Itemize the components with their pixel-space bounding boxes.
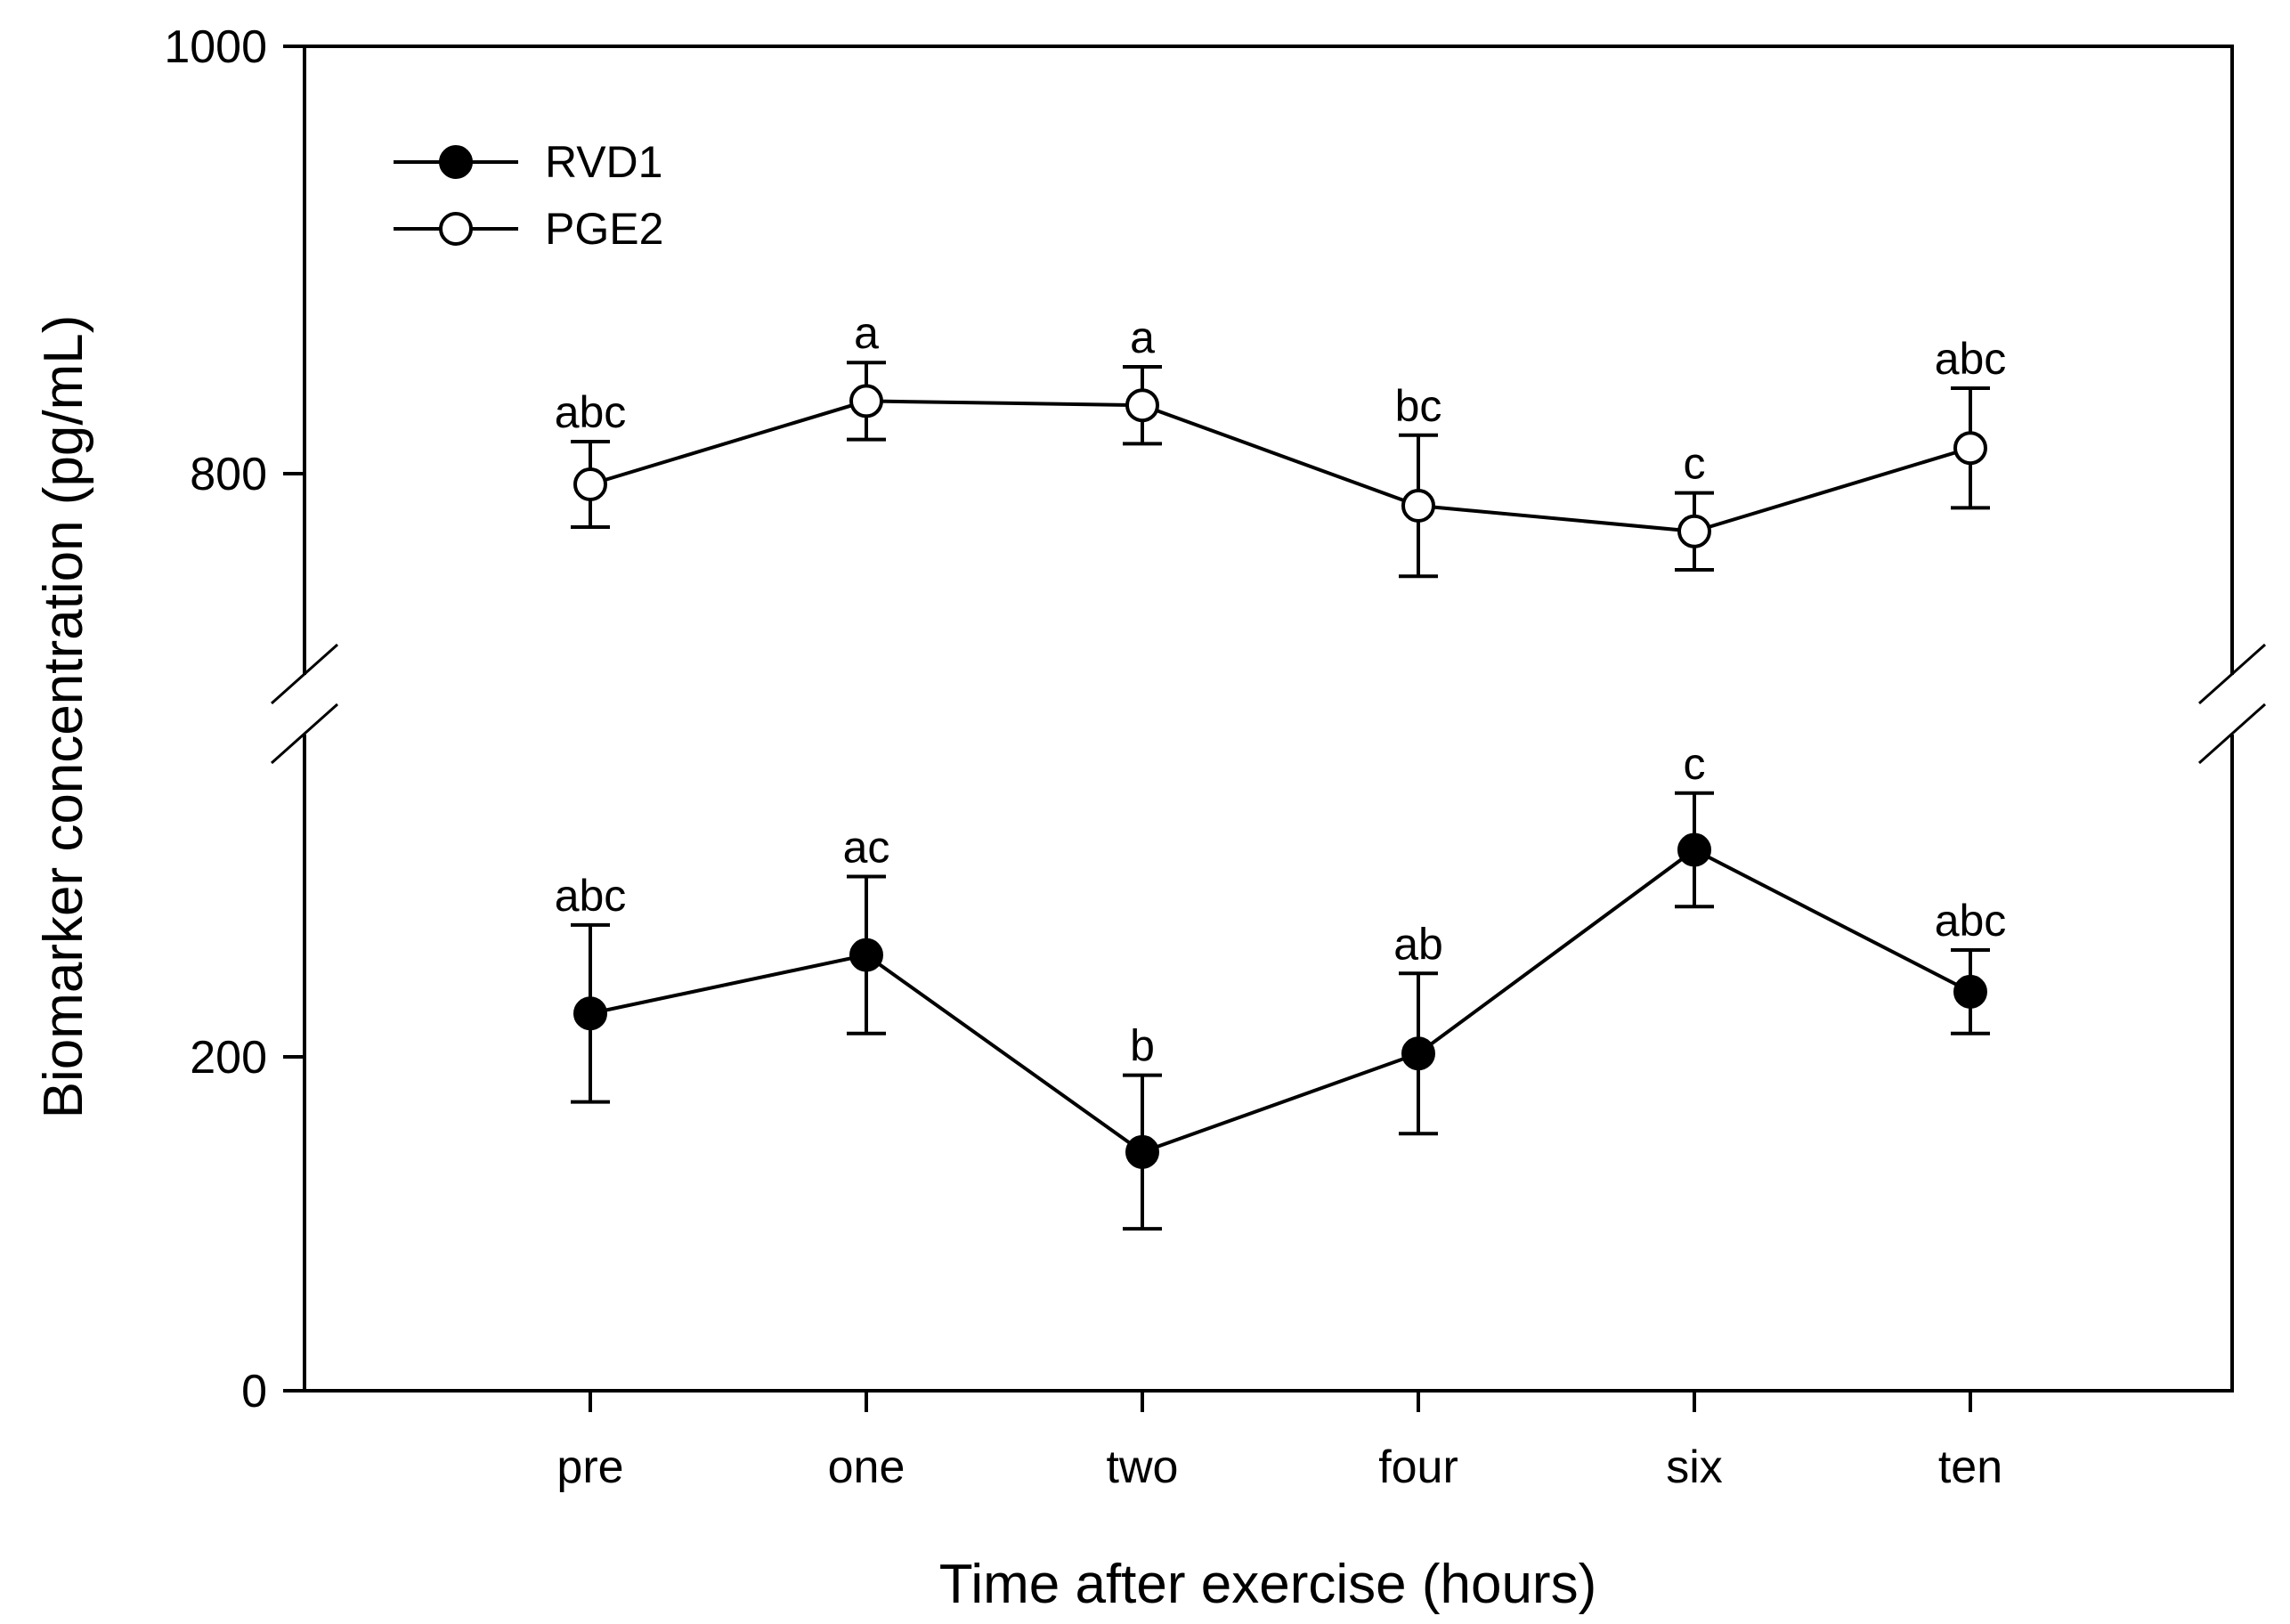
legend: RVD1 PGE2 — [394, 137, 663, 254]
pge2-significance-label: bc — [1395, 381, 1442, 431]
break-right-top — [2198, 643, 2266, 705]
rvd1-point — [573, 996, 607, 1031]
legend-marker-rvd1 — [439, 145, 473, 179]
x-tick-label: six — [1666, 1441, 1723, 1493]
rvd1-significance-label: abc — [555, 871, 627, 921]
x-tick-label: one — [828, 1441, 905, 1493]
frame-lower — [303, 735, 2234, 1393]
pge2-point — [1401, 489, 1435, 523]
pge2-significance-label: c — [1684, 439, 1706, 489]
rvd1-point — [1677, 832, 1711, 867]
break-left-top — [271, 643, 338, 705]
pge2-point — [1677, 514, 1711, 548]
rvd1-point — [1953, 974, 1987, 1009]
break-left-bottom — [271, 702, 338, 765]
pge2-point — [1125, 388, 1159, 423]
pge2-significance-label: a — [1130, 313, 1155, 362]
pge2-point — [849, 384, 883, 418]
pge2-significance-label: abc — [1935, 334, 2007, 384]
x-tick-label: four — [1378, 1441, 1458, 1493]
rvd1-point — [1125, 1134, 1159, 1169]
rvd1-line — [589, 848, 1971, 1155]
pge2-point — [573, 467, 607, 501]
frame-upper — [303, 45, 2234, 675]
pge2-significance-label: abc — [555, 387, 627, 437]
x-tick-label: ten — [1938, 1441, 2002, 1493]
legend-label-pge2: PGE2 — [545, 204, 663, 254]
x-axis-title: Time after exercise (hours) — [939, 1554, 1596, 1615]
rvd1-significance-label: abc — [1935, 896, 2007, 946]
x-axis-ticks: pre one two four six ten — [556, 1391, 2002, 1493]
rvd1-point — [849, 938, 883, 972]
x-tick-label: two — [1107, 1441, 1179, 1493]
pge2-point — [1953, 431, 1987, 466]
y-tick-label: 200 — [190, 1032, 267, 1084]
legend-marker-pge2 — [439, 212, 473, 246]
y-tick-label: 800 — [190, 449, 267, 500]
rvd1-significance-label: ab — [1393, 919, 1443, 969]
rvd1-point — [1401, 1036, 1435, 1071]
rvd1-significance-label: c — [1684, 739, 1706, 789]
rvd1-significance-label: b — [1130, 1021, 1155, 1071]
axis-break-marks — [271, 643, 2266, 765]
y-tick-label: 1000 — [164, 21, 267, 73]
plot-frame — [303, 45, 2234, 1393]
y-axis-ticks: 0 200 800 1000 — [164, 21, 305, 1417]
legend-label-rvd1: RVD1 — [545, 137, 662, 187]
y-axis-title: Biomarker concentration (pg/mL) — [33, 315, 94, 1119]
y-tick-label: 0 — [241, 1366, 267, 1417]
x-tick-label: pre — [556, 1441, 623, 1493]
rvd1-significance-label: ac — [843, 823, 890, 873]
pge2-significance-label: a — [854, 308, 879, 358]
pge2-line — [589, 399, 1971, 533]
break-right-bottom — [2198, 702, 2266, 765]
